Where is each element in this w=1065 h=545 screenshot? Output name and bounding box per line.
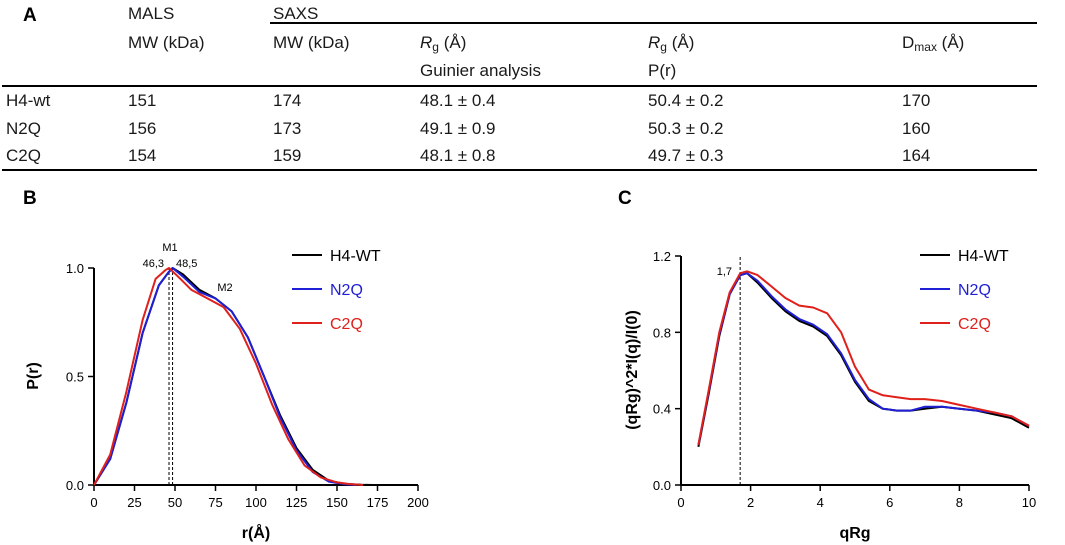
b-x-tick-label: 175 — [367, 495, 389, 510]
chart-b-plot: 0 25 50 75 100 125 150 175 200 0.0 0.5 1.0 M1 46,3… — [25, 242, 429, 542]
row-name: H4-wt — [6, 91, 51, 110]
rg-guinier-subscript: g — [432, 40, 439, 54]
chart-b-vlines — [168, 268, 174, 485]
saxs-group-rule — [270, 22, 1037, 24]
row-saxs-mw: 174 — [273, 91, 302, 110]
rg-pr-unit: (Å) — [666, 33, 695, 52]
header-rg-pr-note: P(r) — [648, 61, 677, 80]
row-name: N2Q — [6, 119, 41, 138]
row-dmax: 160 — [902, 119, 931, 138]
header-rg-guinier: Rg (Å) — [420, 33, 466, 54]
table-group-saxs: SAXS — [273, 4, 319, 23]
b-series-line-c2q — [93, 267, 363, 486]
row-dmax: 170 — [902, 91, 931, 110]
b-x-tick-label: 50 — [168, 495, 182, 510]
panel-a-letter: A — [23, 5, 37, 26]
row-saxs-mw: 173 — [273, 119, 302, 138]
chart-b-x-ticks: 0 25 50 75 100 125 150 175 200 — [90, 485, 429, 510]
chart-b-ylabel: P(r) — [25, 362, 42, 390]
chart-b-xlabel: r(Å) — [242, 523, 270, 542]
row-rg-pr: 49.7 ± 0.3 — [648, 146, 724, 165]
header-dmax: Dmax (Å) — [902, 33, 964, 54]
chart-b-annotation-left-peak: 46,3 — [143, 258, 164, 270]
row-rg-pr: 50.3 ± 0.2 — [648, 119, 724, 138]
chart-b-series — [93, 267, 373, 486]
b-series-line-h4-wt — [93, 267, 373, 486]
row-mals-mw: 151 — [128, 91, 157, 110]
row-name: C2Q — [6, 146, 41, 165]
chart-b-annotation-m1: M1 — [162, 242, 177, 254]
rg-pr-subscript: g — [660, 40, 667, 54]
b-legend-label: N2Q — [330, 282, 363, 299]
panel-c-letter: C — [618, 188, 632, 209]
dmax-symbol: D — [902, 33, 915, 52]
b-x-tick-label: 0 — [90, 495, 97, 510]
row-mals-mw: 154 — [128, 146, 157, 165]
b-legend-label: C2Q — [330, 316, 363, 333]
rg-guinier-unit: (Å) — [438, 33, 467, 52]
row-mals-mw: 156 — [128, 119, 157, 138]
dmax-subscript: max — [914, 40, 937, 54]
row-rg-guinier: 48.1 ± 0.8 — [420, 146, 496, 165]
b-x-tick-label: 150 — [326, 495, 348, 510]
b-y-tick-label: 1.0 — [66, 261, 84, 276]
header-rg-guinier-note: Guinier analysis — [420, 61, 541, 80]
row-rg-guinier: 48.1 ± 0.4 — [420, 91, 496, 110]
chart-b-y-ticks: 0.0 0.5 1.0 — [66, 261, 94, 493]
table-bottom-rule — [2, 169, 1037, 171]
b-legend-label: H4-WT — [330, 248, 381, 265]
b-x-tick-label: 125 — [286, 495, 308, 510]
b-x-tick-label: 25 — [127, 495, 141, 510]
chart-b-annotation-right-peak: 48,5 — [176, 258, 197, 270]
dmax-unit: (Å) — [936, 33, 965, 52]
rg-pr-symbol: R — [648, 33, 661, 52]
row-rg-guinier: 49.1 ± 0.9 — [420, 119, 496, 138]
b-x-tick-label: 75 — [208, 495, 222, 510]
b-x-tick-label: 100 — [245, 495, 267, 510]
header-saxs-mw: MW (kDa) — [273, 33, 350, 52]
header-bottom-rule — [2, 85, 1037, 87]
b-x-tick-label: 200 — [407, 495, 429, 510]
b-series-line-n2q — [93, 267, 357, 486]
b-y-tick-label: 0.5 — [66, 370, 84, 385]
row-rg-pr: 50.4 ± 0.2 — [648, 91, 724, 110]
row-saxs-mw: 159 — [273, 146, 302, 165]
header-rg-pr: Rg (Å) — [648, 33, 694, 54]
panel-b-letter: B — [23, 188, 37, 209]
rg-guinier-symbol: R — [420, 33, 433, 52]
table-group-mals: MALS — [128, 4, 175, 23]
row-dmax: 164 — [902, 146, 931, 165]
chart-b-legend: H4-WT N2Q C2Q — [292, 248, 381, 333]
header-mals-mw: MW (kDa) — [128, 33, 205, 52]
chart-b-annotation-m2: M2 — [217, 282, 232, 294]
b-y-tick-label: 0.0 — [66, 478, 84, 493]
